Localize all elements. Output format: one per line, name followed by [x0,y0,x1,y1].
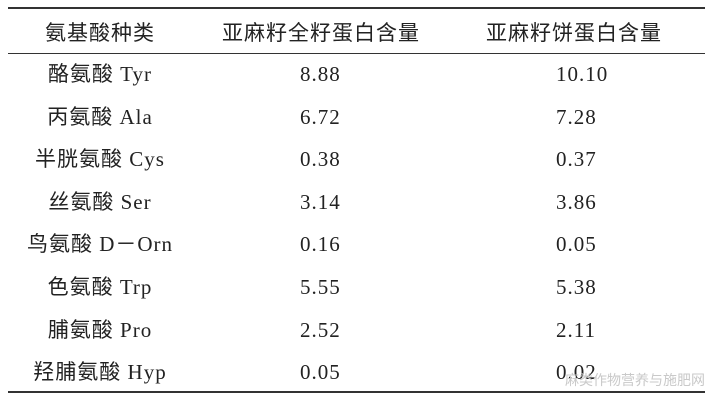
table-cell: 0.38 [300,147,341,172]
table-cell: 5.38 [556,275,597,299]
watermark: 麻类作物营养与施肥网 [565,373,705,389]
table-cell: 0.16 [300,232,341,257]
table-cell: 2.52 [300,317,341,342]
table-cell: 3.86 [556,189,597,214]
bottom-rule [8,391,705,393]
table-cell: 0.37 [556,147,597,172]
table-cell: 3.14 [300,189,341,214]
table-cell: 脯氨酸 Pro [47,317,153,342]
table-cell: 6.72 [300,104,341,129]
table-cell: 半胱氨酸 Cys [35,147,165,172]
table-cell: 羟脯氨酸 Hyp [33,360,167,385]
header-cell: 亚麻籽全籽蛋白含量 [222,21,420,45]
table-cell: 0.05 [300,360,341,385]
table-cell: 7.28 [556,104,597,129]
top-rule [8,7,705,9]
header-rule [8,53,705,54]
table-cell: 8.88 [300,62,341,86]
table-cell: 5.55 [300,275,341,299]
table-cell: 酪氨酸 Tyr [47,62,153,86]
table-cell: 鸟氨酸 D－Orn [26,232,174,257]
header-cell: 氨基酸种类 [45,21,155,45]
header-cell: 亚麻籽饼蛋白含量 [486,21,662,45]
table-cell: 10.10 [556,62,609,86]
table-cell: 0.05 [556,232,597,257]
table-cell: 色氨酸 Trp [47,275,153,299]
table-cell: 0.02 [556,360,597,385]
table-cell: 丙氨酸 Ala [47,104,153,129]
table-cell: 丝氨酸 Ser [48,189,152,214]
table-cell: 2.11 [556,317,596,342]
